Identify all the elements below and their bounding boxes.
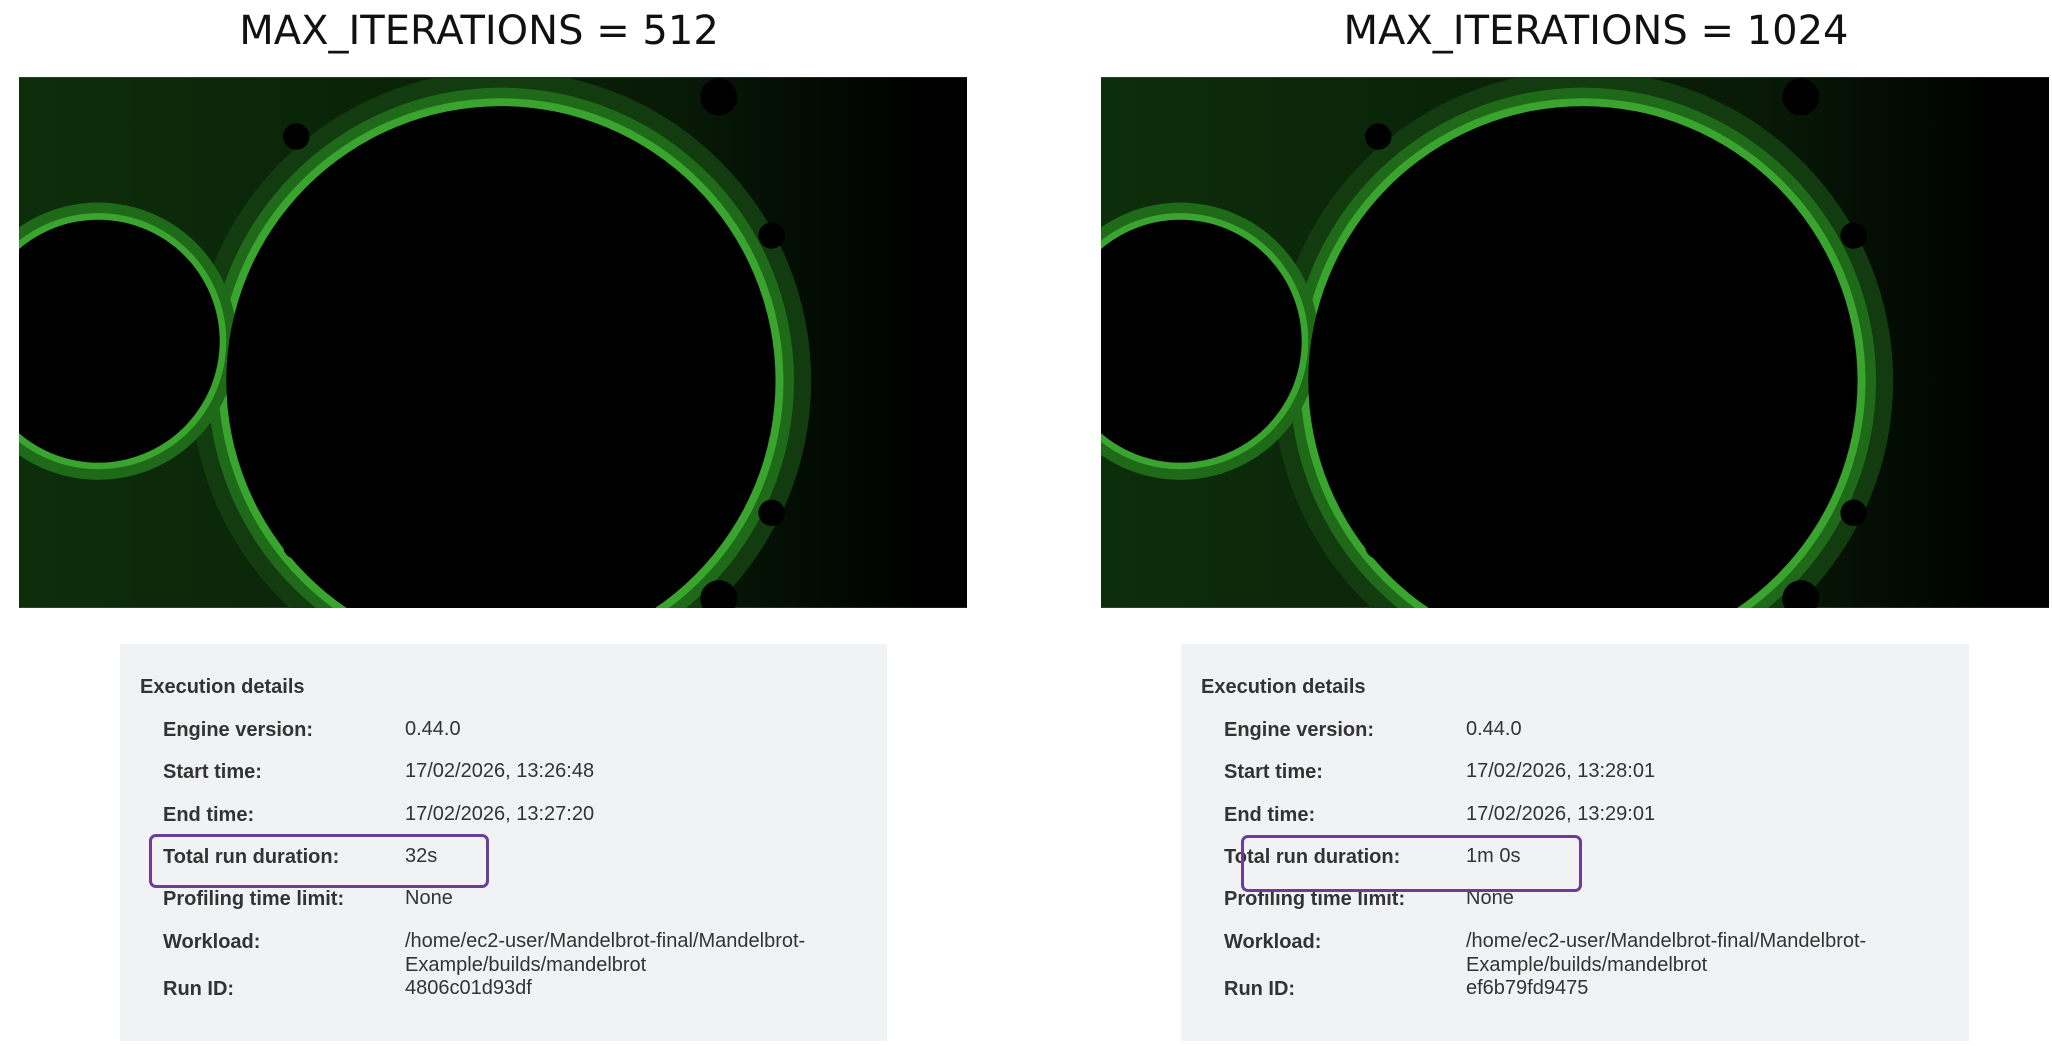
detail-value: ef6b79fd9475 [1466, 977, 1589, 999]
panel-title: MAX_ITERATIONS = 1024 [1343, 8, 1849, 54]
detail-value: /home/ec2-user/Mandelbrot-final/Mandelbr… [1466, 930, 1867, 976]
fractal-image [1101, 77, 2049, 608]
detail-value: /home/ec2-user/Mandelbrot-final/Mandelbr… [405, 930, 806, 976]
detail-value: 17/02/2026, 13:29:01 [1466, 803, 1656, 825]
detail-label: Run ID: [1224, 978, 1296, 1000]
detail-value: 0.44.0 [1466, 718, 1522, 740]
detail-value: 4806c01d93df [405, 977, 532, 999]
execution-details: Execution details Engine version: 0.44.0 St… [120, 644, 887, 1041]
detail-value: 17/02/2026, 13:26:48 [405, 760, 595, 782]
detail-label: Total run duration: [163, 846, 340, 868]
detail-label: Profiling time limit: [163, 888, 345, 910]
detail-value: 0.44.0 [405, 718, 461, 740]
fractal-image [19, 77, 967, 608]
detail-value: 1m 0s [1466, 845, 1521, 867]
detail-value: 17/02/2026, 13:27:20 [405, 803, 595, 825]
detail-label: End time: [163, 804, 255, 826]
detail-label: End time: [1224, 804, 1316, 826]
detail-label: Engine version: [1224, 719, 1375, 741]
fractal-render [1101, 77, 2049, 608]
fractal-render [19, 77, 967, 608]
detail-value: None [405, 887, 453, 909]
detail-label: Start time: [1224, 761, 1323, 783]
detail-label: Run ID: [163, 978, 235, 1000]
execution-details: Execution details Engine version: 0.44.0 St… [1181, 644, 1969, 1041]
details-heading: Execution details [140, 676, 305, 698]
detail-value: 32s [405, 845, 438, 867]
details-heading: Execution details [1201, 676, 1366, 698]
detail-label: Start time: [163, 761, 262, 783]
highlight-box [1241, 835, 1582, 892]
panel-title: MAX_ITERATIONS = 512 [239, 8, 719, 54]
detail-label: Workload: [1224, 931, 1322, 953]
highlight-box [149, 834, 489, 888]
detail-label: Engine version: [163, 719, 314, 741]
detail-value: None [1466, 887, 1514, 909]
detail-label: Total run duration: [1224, 846, 1401, 868]
detail-label: Workload: [163, 931, 261, 953]
detail-value: 17/02/2026, 13:28:01 [1466, 760, 1656, 782]
detail-label: Profiling time limit: [1224, 888, 1406, 910]
